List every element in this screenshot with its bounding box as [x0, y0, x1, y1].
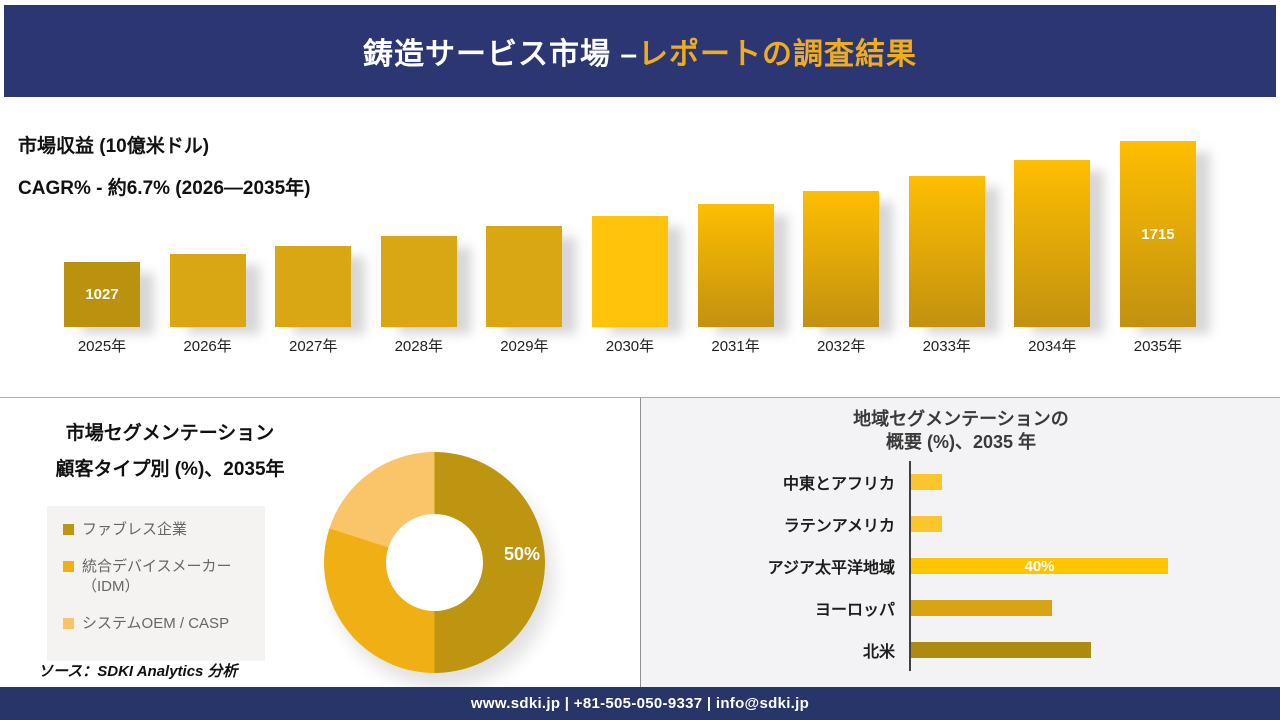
revenue-bar-column: 2033年	[908, 176, 985, 361]
revenue-bar: 1715	[1119, 141, 1196, 327]
regional-chart-title-line1: 地域セグメンテーションの	[853, 409, 1069, 429]
revenue-bar-chart: 1027 2025年 2026年 2027年 2028年 2029年 2030年 2031年 2…	[64, 141, 1196, 361]
revenue-year-label: 2033年	[922, 338, 971, 355]
revenue-bar	[803, 191, 880, 327]
regional-chart-title-line2: 概要 (%)、2035 年	[885, 432, 1037, 452]
region-bar-area	[909, 587, 1271, 629]
region-label: 中東とアフリカ	[782, 476, 895, 493]
revenue-bar	[380, 236, 457, 327]
page-title-report-suffix: レポートの調査結果	[638, 38, 918, 71]
region-label: ラテンアメリカ	[783, 518, 895, 535]
segmentation-subtitle: 顧客タイプ別 (%)、2035年	[55, 459, 285, 480]
legend-color-swatch	[63, 618, 74, 629]
legend-color-swatch	[63, 561, 74, 572]
revenue-bar-column: 2026年	[169, 254, 246, 361]
region-bar-area	[909, 503, 1271, 545]
donut-50pct-label: 50%	[503, 544, 541, 564]
revenue-year-label: 2028年	[394, 338, 443, 355]
segmentation-legend: ファブレス企業統合デバイスメーカー （IDM） システムOEM / CASP	[47, 506, 265, 661]
region-bar	[911, 474, 942, 490]
region-row: 北米	[641, 629, 1271, 671]
region-row: ラテンアメリカ	[641, 503, 1271, 545]
legend-item-label: 統合デバイスメーカー （IDM）	[82, 558, 232, 595]
regional-chart-title: 地域セグメンテーションの 概要 (%)、2035 年	[641, 408, 1280, 454]
revenue-bar-column: 2034年	[1014, 160, 1091, 361]
revenue-year-label: 2029年	[500, 338, 549, 355]
revenue-bar-column: 2027年	[275, 246, 352, 361]
revenue-year-label: 2025年	[77, 338, 127, 355]
region-bar-area: 40%	[909, 545, 1271, 587]
regional-panel: 地域セグメンテーションの 概要 (%)、2035 年 中東とアフリカ ラテンアメリ…	[640, 397, 1280, 687]
revenue-year-label: 2030年	[605, 338, 655, 355]
revenue-year-label: 2034年	[1028, 338, 1077, 355]
legend-item-label: システムOEM / CASP	[82, 615, 230, 632]
segmentation-panel: 市場セグメンテーション 顧客タイプ別 (%)、2035年 ファブレス企業統合デバ…	[0, 397, 640, 687]
revenue-year-label: 2032年	[816, 338, 866, 355]
customer-type-donut-chart: 50%	[324, 452, 545, 673]
region-bar	[911, 516, 942, 532]
region-row: ヨーロッパ	[641, 587, 1271, 629]
revenue-bar	[169, 254, 246, 327]
donut-hole	[386, 514, 483, 611]
region-bar: 40%	[911, 557, 1168, 575]
region-bar-area	[909, 461, 1271, 503]
region-label: ヨーロッパ	[814, 602, 895, 619]
revenue-bar	[591, 216, 668, 327]
source-note: ソース：SDKI Analytics 分析	[38, 663, 238, 680]
legend-item: システムOEM / CASP	[63, 614, 255, 634]
revenue-bar-value-label: 1715	[1141, 225, 1175, 243]
revenue-bar-column: 2030年	[591, 216, 668, 361]
regional-bar-chart: 中東とアフリカ ラテンアメリカアジア太平洋地域 40% ヨーロッパ北米	[641, 461, 1271, 671]
region-label: 北米	[862, 644, 895, 661]
region-row: 中東とアフリカ	[641, 461, 1271, 503]
revenue-bar-column: 2028年	[380, 236, 457, 361]
legend-color-swatch	[63, 524, 74, 535]
revenue-year-label: 2035年	[1133, 338, 1183, 355]
segmentation-title: 市場セグメンテーション	[65, 423, 275, 444]
revenue-year-label: 2031年	[711, 338, 760, 355]
footer-contact-band: www.sdki.jp | +81-505-050-9337 | info@sd…	[0, 687, 1280, 720]
revenue-year-label: 2027年	[289, 338, 338, 355]
revenue-bar-column: 1715 2035年	[1119, 141, 1196, 361]
region-row: アジア太平洋地域 40%	[641, 545, 1271, 587]
revenue-bar	[908, 176, 985, 327]
revenue-bar-column: 2031年	[697, 204, 774, 361]
revenue-bar-column: 2029年	[486, 226, 563, 361]
revenue-bar	[275, 246, 352, 327]
revenue-bar	[697, 204, 774, 327]
cagr-label: CAGR% - 約6.7% (2026―2035年)	[18, 178, 311, 199]
page-title: 鋳造サービス市場 –レポートの調査結果	[363, 29, 917, 73]
region-bar-value-label: 40%	[1024, 557, 1055, 575]
legend-item: 統合デバイスメーカー （IDM）	[63, 557, 255, 597]
revenue-bar-column: 2032年	[803, 191, 880, 361]
legend-item-label: ファブレス企業	[82, 521, 188, 538]
page-title-market-name: 鋳造サービス市場 –	[362, 38, 639, 71]
revenue-bar	[486, 226, 563, 327]
region-bar	[911, 642, 1091, 658]
report-header-band: 鋳造サービス市場 –レポートの調査結果	[4, 5, 1276, 97]
legend-item: ファブレス企業	[63, 520, 255, 540]
revenue-bar	[1014, 160, 1091, 327]
region-bar	[911, 600, 1052, 616]
region-label: アジア太平洋地域	[767, 560, 895, 577]
revenue-bar: 1027	[64, 262, 140, 327]
revenue-bar-value-label: 1027	[85, 286, 119, 303]
revenue-metric-label: 市場収益 (10億米ドル)	[18, 136, 210, 157]
revenue-bar-column: 1027 2025年	[64, 262, 140, 361]
footer-contact-text: www.sdki.jp | +81-505-050-9337 | info@sd…	[470, 695, 810, 712]
revenue-year-label: 2026年	[183, 338, 232, 355]
region-bar-area	[909, 629, 1271, 671]
